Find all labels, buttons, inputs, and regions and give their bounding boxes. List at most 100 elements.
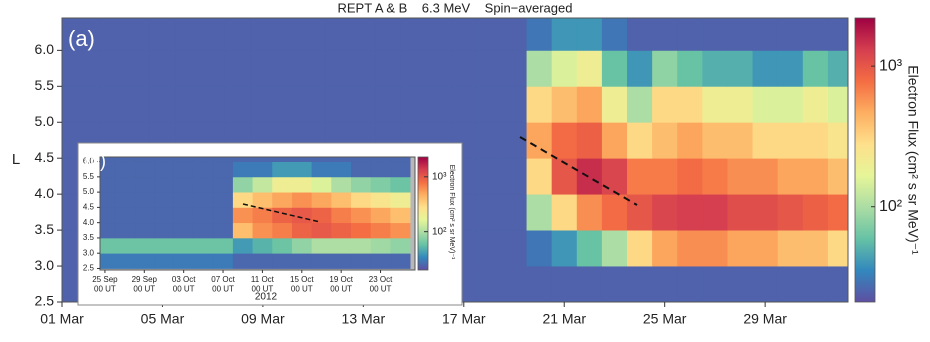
heatmap-cell bbox=[526, 158, 553, 195]
y-tick-label: 5.0 bbox=[35, 113, 55, 129]
heatmap-cell bbox=[331, 161, 352, 178]
heatmap-cell bbox=[677, 86, 703, 123]
heatmap-cell bbox=[627, 18, 653, 51]
heatmap-cell bbox=[114, 207, 135, 224]
heatmap-cell bbox=[677, 194, 703, 231]
heatmap-cell bbox=[426, 50, 452, 87]
heatmap-cell bbox=[300, 86, 327, 123]
heatmap-cell bbox=[627, 266, 653, 302]
heatmap-cell bbox=[451, 50, 477, 87]
heatmap-cell bbox=[501, 158, 527, 195]
heatmap-cell bbox=[802, 122, 829, 159]
heatmap-cell bbox=[777, 50, 804, 87]
heatmap-cell bbox=[331, 192, 352, 208]
heatmap-cell bbox=[252, 192, 273, 208]
heatmap-cell bbox=[213, 253, 234, 269]
heatmap-cell bbox=[777, 194, 804, 231]
heatmap-cell bbox=[627, 194, 653, 231]
colorbar-label: Electron Flux (cm² s sr MeV)⁻¹ bbox=[448, 165, 455, 260]
heatmap-cell bbox=[100, 237, 116, 254]
dashed-trend-line bbox=[519, 136, 638, 206]
heatmap-cell bbox=[476, 158, 502, 195]
heatmap-cell bbox=[727, 50, 753, 87]
heatmap-cell bbox=[727, 18, 753, 51]
heatmap-cell bbox=[291, 192, 313, 208]
heatmap-cell bbox=[331, 207, 352, 224]
heatmap-cell bbox=[193, 176, 214, 193]
heatmap-cell bbox=[827, 18, 848, 51]
heatmap-cell bbox=[576, 230, 603, 267]
y-tick-label: 3.5 bbox=[35, 221, 55, 237]
heatmap-cell bbox=[652, 18, 678, 51]
heatmap-cell bbox=[99, 50, 126, 87]
heatmap-cell bbox=[275, 86, 301, 123]
heatmap-cell bbox=[175, 18, 201, 51]
heatmap-cell bbox=[272, 222, 293, 239]
heatmap-cell bbox=[100, 157, 116, 162]
heatmap-cell bbox=[74, 50, 101, 87]
heatmap-cell bbox=[827, 50, 848, 87]
heatmap-cell bbox=[390, 222, 411, 239]
heatmap-cell bbox=[232, 192, 253, 208]
y-tick-label: 2.5 bbox=[83, 264, 95, 273]
heatmap-cell bbox=[652, 194, 678, 231]
heatmap-cell bbox=[252, 161, 273, 178]
heatmap-cell bbox=[100, 192, 116, 208]
heatmap-cell bbox=[350, 86, 377, 123]
heatmap-cell bbox=[331, 253, 352, 269]
heatmap-cell bbox=[827, 86, 848, 123]
heatmap-cell bbox=[702, 158, 728, 195]
colorbar-tick-label: 10² bbox=[879, 198, 903, 215]
heatmap-cell bbox=[99, 18, 126, 51]
heatmap-cell bbox=[727, 86, 753, 123]
heatmap-cell bbox=[149, 18, 176, 51]
heatmap-cell bbox=[601, 18, 628, 51]
heatmap-cell bbox=[232, 176, 253, 193]
heatmap-cell bbox=[193, 253, 214, 269]
heatmap-cell bbox=[501, 50, 527, 87]
heatmap-cell bbox=[627, 86, 653, 123]
heatmap-cell bbox=[752, 50, 779, 87]
heatmap-cell bbox=[331, 176, 352, 193]
heatmap-cell bbox=[677, 230, 703, 267]
heatmap-cell bbox=[827, 122, 848, 159]
inset-panel: 2.5 3.0 3.5 4.0 4.5 5.0 5.5 6.0 25 Sep 00 UT 29 Se… bbox=[83, 151, 455, 303]
heatmap-cell bbox=[551, 122, 578, 159]
x-tick-label: 05 Mar bbox=[141, 310, 185, 326]
heatmap-cell bbox=[350, 18, 377, 51]
heatmap-cell bbox=[777, 18, 804, 51]
heatmap-cell bbox=[232, 157, 253, 162]
heatmap-cell bbox=[311, 253, 332, 269]
heatmap-cell bbox=[777, 230, 804, 267]
heatmap-cell bbox=[99, 86, 126, 123]
y-tick-label: 3.0 bbox=[83, 248, 95, 257]
heatmap-cell bbox=[827, 230, 848, 267]
heatmap-cell bbox=[252, 222, 273, 239]
heatmap-cell bbox=[193, 161, 214, 178]
heatmap-cell bbox=[134, 176, 155, 193]
heatmap-cell bbox=[114, 192, 135, 208]
y-tick-label: 3.5 bbox=[83, 233, 95, 242]
heatmap-cell bbox=[526, 266, 553, 302]
heatmap-cell bbox=[401, 86, 427, 123]
heatmap-cell bbox=[451, 86, 477, 123]
heatmap-cell bbox=[100, 176, 116, 193]
heatmap-cell bbox=[370, 222, 391, 239]
heatmap-cell bbox=[291, 161, 313, 178]
x-axis-label: 2012 bbox=[255, 292, 278, 303]
heatmap-cell bbox=[225, 86, 251, 123]
heatmap-cell bbox=[291, 176, 313, 193]
x-tick-label: 21 Mar bbox=[542, 310, 586, 326]
heatmap-cell bbox=[114, 176, 135, 193]
heatmap-cell bbox=[627, 230, 653, 267]
heatmap-cell bbox=[325, 50, 352, 87]
heatmap-cell bbox=[200, 86, 226, 123]
heatmap-cell bbox=[213, 157, 234, 162]
heatmap-cell bbox=[173, 161, 194, 178]
heatmap-cell bbox=[652, 158, 678, 195]
heatmap-cell bbox=[752, 194, 779, 231]
colorbar-tick-label: 10³ bbox=[432, 171, 447, 182]
heatmap-cell bbox=[311, 207, 332, 224]
heatmap-cell bbox=[149, 50, 176, 87]
x-tick-label: 15 Oct 00 UT bbox=[290, 275, 314, 293]
